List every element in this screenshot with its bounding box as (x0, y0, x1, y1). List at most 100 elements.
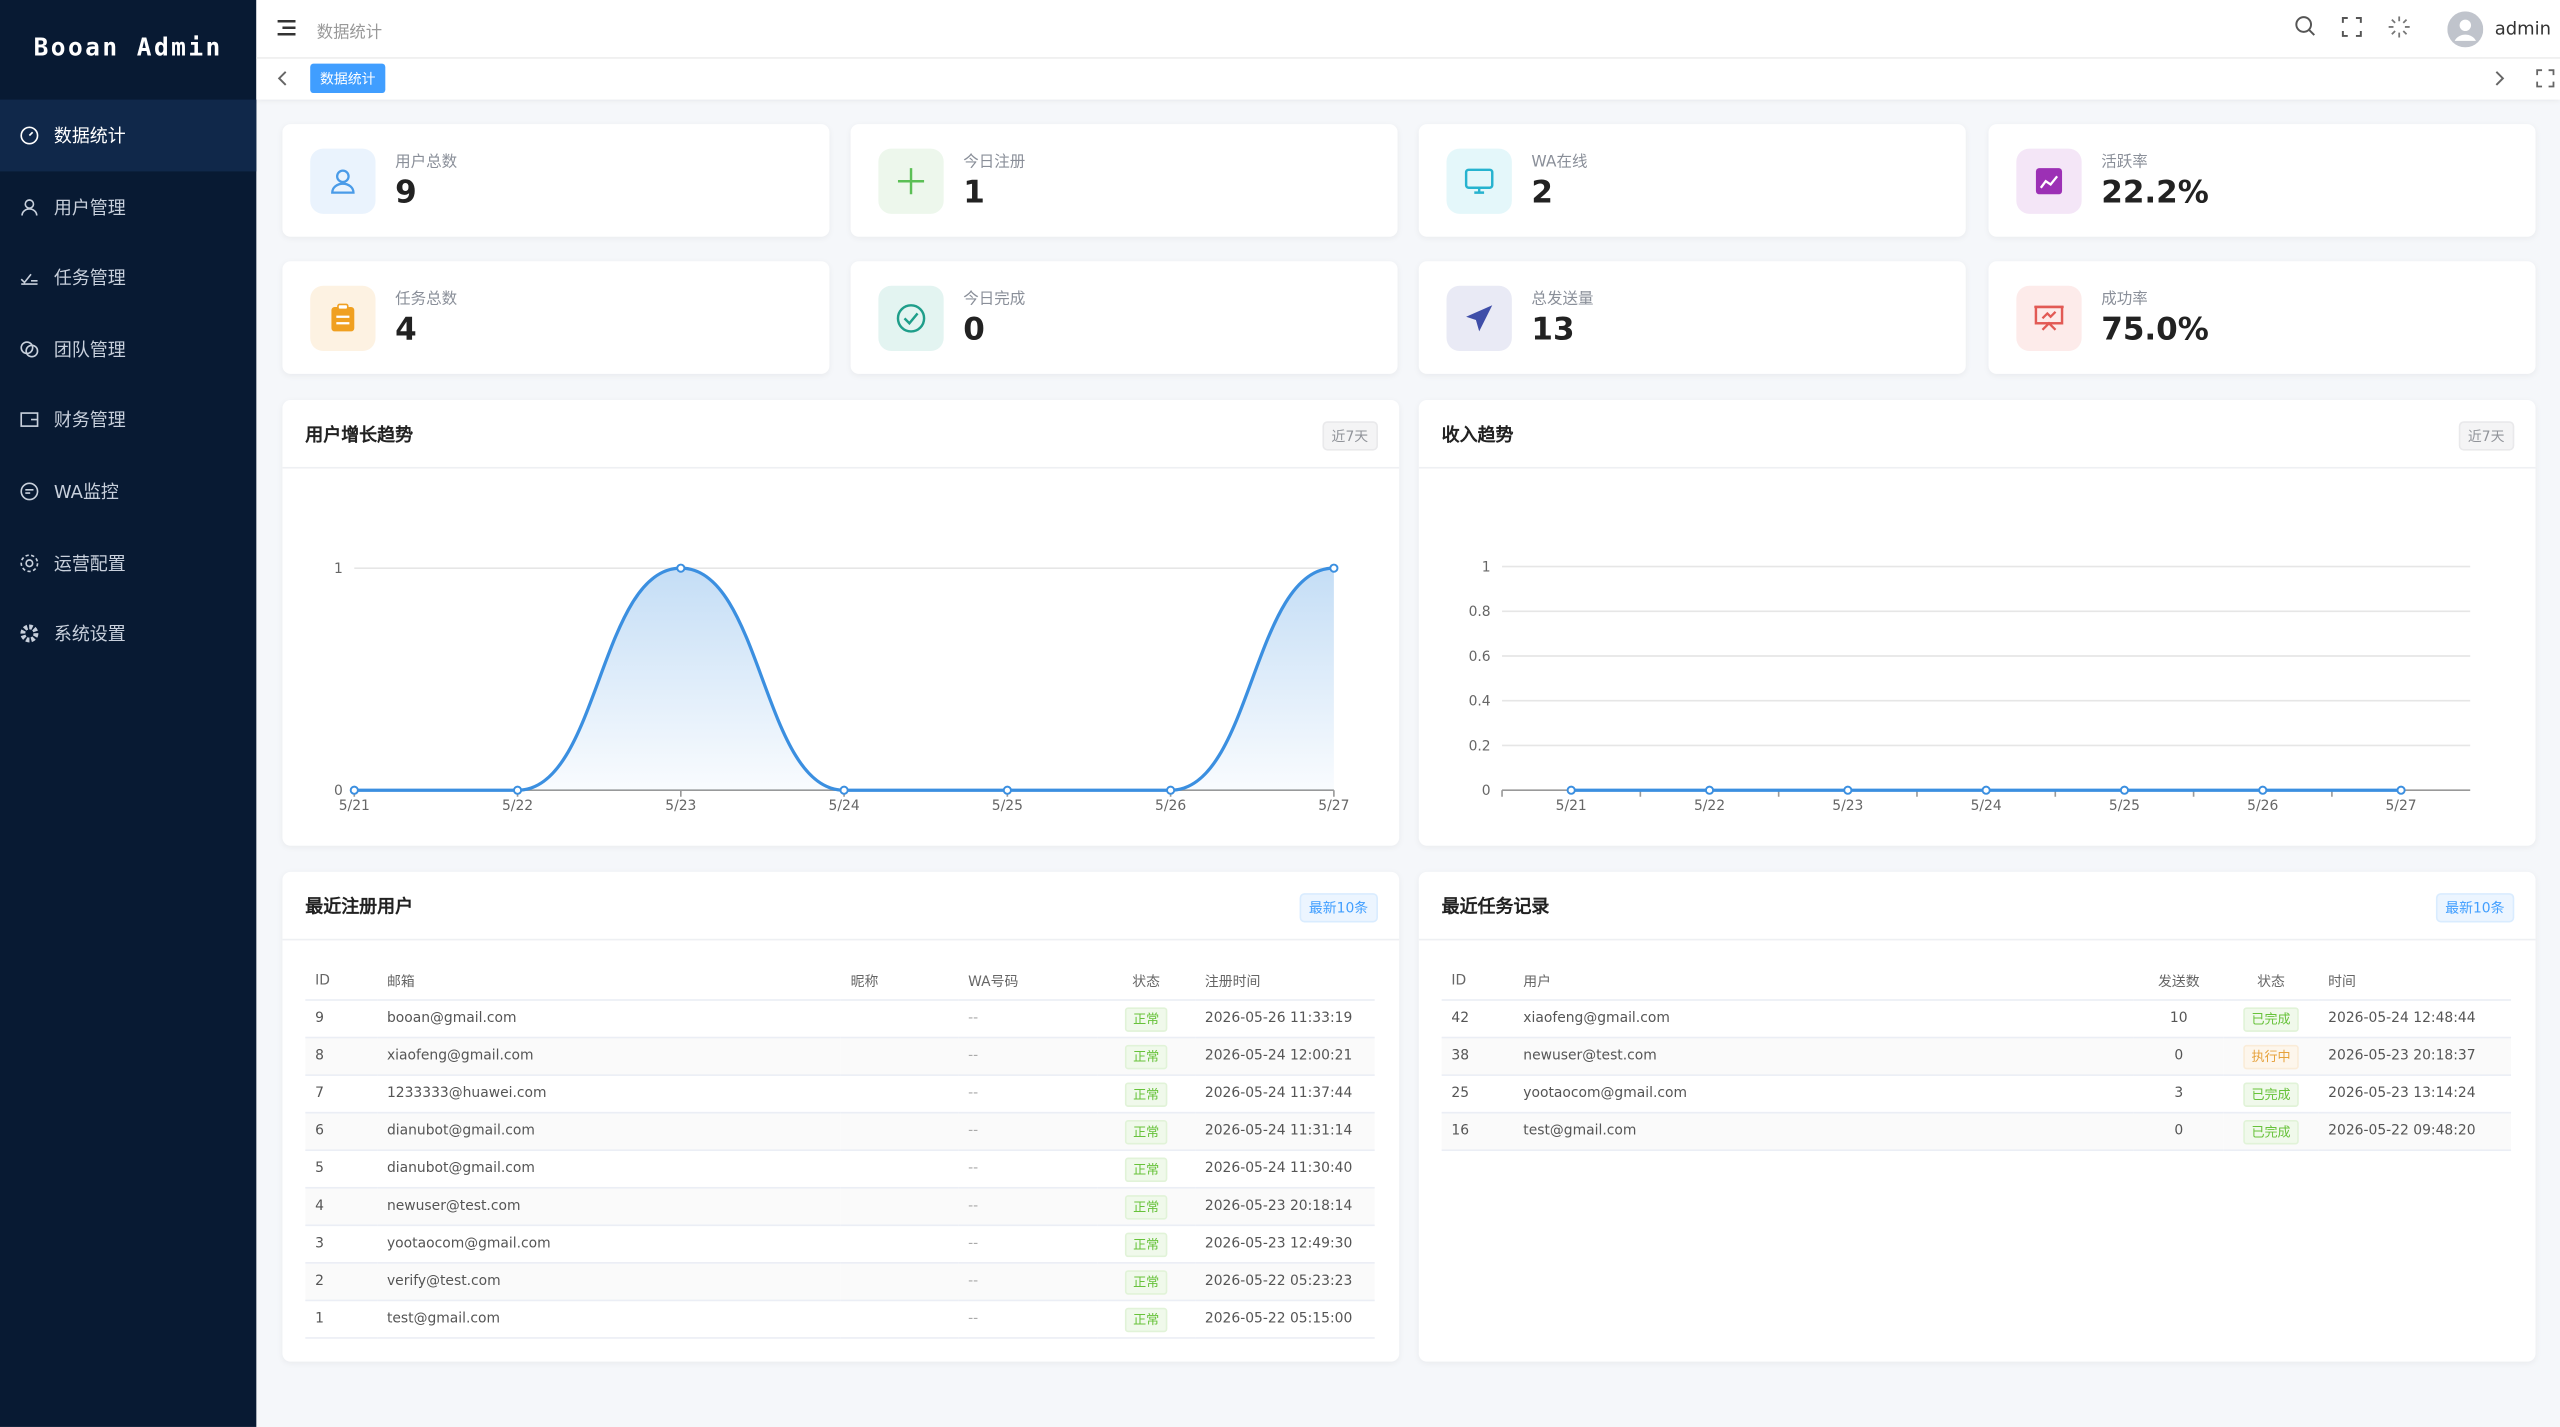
search-icon[interactable] (2294, 15, 2317, 38)
table-cell: verify@test.com (377, 1262, 841, 1302)
menu-toggle[interactable] (277, 20, 298, 38)
table-card: 最近任务记录 最新10条 ID 用户 发送数 状态 时间 42 xiaofeng@gmail.c… (1418, 871, 2536, 1362)
stat-icon (1446, 148, 1512, 214)
table-cell: 16 (1441, 1112, 1514, 1152)
x-tick-label: 5/25 (992, 798, 1023, 814)
menu-label: 运营配置 (53, 552, 126, 575)
stat-value: 4 (395, 311, 417, 348)
table-cell: 正常 (1097, 1112, 1196, 1152)
stat-card: 用户总数 9 (282, 124, 830, 237)
table-cell: test@gmail.com (1513, 1112, 2134, 1152)
stat-label: 活跃率 (2101, 153, 2148, 172)
stat-card: 今日完成 0 (850, 261, 1398, 374)
table-cell: -- (958, 1225, 1098, 1264)
table-cell: 正常 (1097, 1037, 1196, 1076)
menu-item[interactable]: 数据统计 (0, 99, 257, 172)
menu-label: 数据统计 (53, 125, 126, 147)
stat-card: 活跃率 22.2% (1988, 124, 2536, 237)
table-card: 最近注册用户 最新10条 ID 邮箱 昵称 WA号码 状态 注册时间 9 booan@gmail.… (282, 871, 1400, 1362)
table-row: 4 newuser@test.com -- 正常 2026-05-23 20:18:14 (305, 1187, 1375, 1227)
data-table: ID 邮箱 昵称 WA号码 状态 注册时间 9 booan@gmail.com -- 正常 2026… (305, 963, 1375, 1339)
table-cell: newuser@test.com (377, 1187, 841, 1227)
menu-item[interactable]: 运营配置 (0, 527, 256, 599)
table-cell: 2026-05-22 05:15:00 (1195, 1300, 1375, 1339)
stat-icon (2016, 148, 2082, 214)
table-cell: dianubot@gmail.com (377, 1150, 841, 1189)
table-cell: 2026-05-24 11:37:44 (1195, 1075, 1375, 1114)
table-row: 25 yootaocom@gmail.com 3 已完成 2026-05-23 13:1… (1441, 1075, 2512, 1114)
table-cell: 正常 (1097, 1187, 1196, 1227)
tab-prev[interactable] (276, 70, 289, 86)
menu-item[interactable]: 用户管理 (0, 171, 256, 243)
point (2258, 785, 2268, 795)
tab-fullscreen[interactable] (2536, 69, 2556, 89)
menu-item[interactable]: 财务管理 (0, 384, 256, 456)
header-row: ID 用户 发送数 状态 时间 (1441, 963, 2512, 1001)
table-row: 6 dianubot@gmail.com -- 正常 2026-05-24 11:31:… (305, 1112, 1375, 1152)
tab-next[interactable] (2493, 70, 2506, 86)
loading-icon[interactable] (2388, 16, 2410, 38)
table-cell (840, 1300, 959, 1339)
point (839, 785, 849, 795)
stat-icon (310, 148, 376, 214)
table-cell (840, 1262, 959, 1302)
table-row: 1 test@gmail.com -- 正常 2026-05-22 05:15:00 (305, 1300, 1375, 1339)
table-cell: 7 (305, 1075, 378, 1114)
table-cell: 2026-05-23 12:49:30 (1195, 1225, 1375, 1264)
table-cell: 42 (1441, 1000, 1514, 1039)
menu-item[interactable]: 系统设置 (0, 598, 256, 670)
stat-card: WA在线 2 (1418, 124, 1966, 237)
table-cell: 1233333@huawei.com (377, 1075, 841, 1114)
tab-active[interactable]: 数据统计 (310, 63, 386, 94)
table-cell: 2 (305, 1262, 378, 1302)
table-row: 3 yootaocom@gmail.com -- 正常 2026-05-23 12:49… (305, 1225, 1375, 1264)
fullscreen-icon[interactable] (2341, 16, 2362, 37)
x-tick-label: 5/26 (2247, 798, 2278, 814)
menu-item[interactable]: WA监控 (0, 456, 256, 528)
menu-label: WA监控 (53, 481, 119, 503)
column-header: WA号码 (958, 963, 1098, 1001)
column-header: 注册时间 (1195, 963, 1375, 1001)
column-header: 状态 (1097, 963, 1196, 1001)
point (1981, 785, 1991, 795)
column-header: 用户 (1513, 963, 2134, 1001)
column-header: 昵称 (840, 963, 959, 1001)
chart-header: 收入趋势 近7天 (1418, 400, 2536, 469)
stat-label: WA在线 (1531, 153, 1588, 172)
user-name[interactable]: admin (2494, 17, 2551, 40)
stat-label: 任务总数 (395, 290, 458, 309)
table-badge[interactable]: 最新10条 (2435, 893, 2515, 923)
menu-item[interactable]: 团队管理 (0, 313, 256, 385)
status-tag: 正常 (1124, 1156, 1168, 1182)
table-cell: 正常 (1097, 1262, 1196, 1302)
stat-label: 今日完成 (963, 290, 1026, 309)
point (1566, 785, 1576, 795)
table-cell: newuser@test.com (1513, 1037, 2134, 1076)
x-tick-label: 5/22 (1694, 798, 1725, 814)
chart-title: 收入趋势 (1441, 424, 1514, 446)
table-badge[interactable]: 最新10条 (1299, 893, 1378, 923)
x-tick-label: 5/21 (339, 798, 370, 814)
table-cell: 0 (2133, 1112, 2224, 1152)
table-cell: yootaocom@gmail.com (1513, 1075, 2134, 1114)
table-cell: -- (958, 1262, 1098, 1302)
table-cell: 执行中 (2223, 1037, 2319, 1076)
status-tag: 正常 (1124, 1006, 1168, 1032)
chart-badge[interactable]: 近7天 (1321, 421, 1378, 451)
table-header: 最近任务记录 最新10条 (1418, 872, 2536, 941)
table-cell: -- (958, 1000, 1098, 1039)
table-cell (840, 1187, 959, 1227)
x-tick-label: 5/21 (1556, 798, 1587, 814)
table-cell: 2026-05-22 05:23:23 (1195, 1262, 1375, 1302)
status-tag: 正常 (1124, 1081, 1168, 1107)
menu-item[interactable]: 任务管理 (0, 242, 256, 314)
stat-value: 22.2% (2101, 174, 2209, 211)
avatar[interactable] (2447, 11, 2484, 48)
chart-badge[interactable]: 近7天 (2458, 421, 2515, 451)
table-cell: 2026-05-24 11:31:14 (1195, 1112, 1375, 1152)
x-tick-label: 5/25 (2109, 798, 2140, 814)
stat-card: 总发送量 13 (1418, 261, 1966, 374)
point (676, 563, 686, 573)
